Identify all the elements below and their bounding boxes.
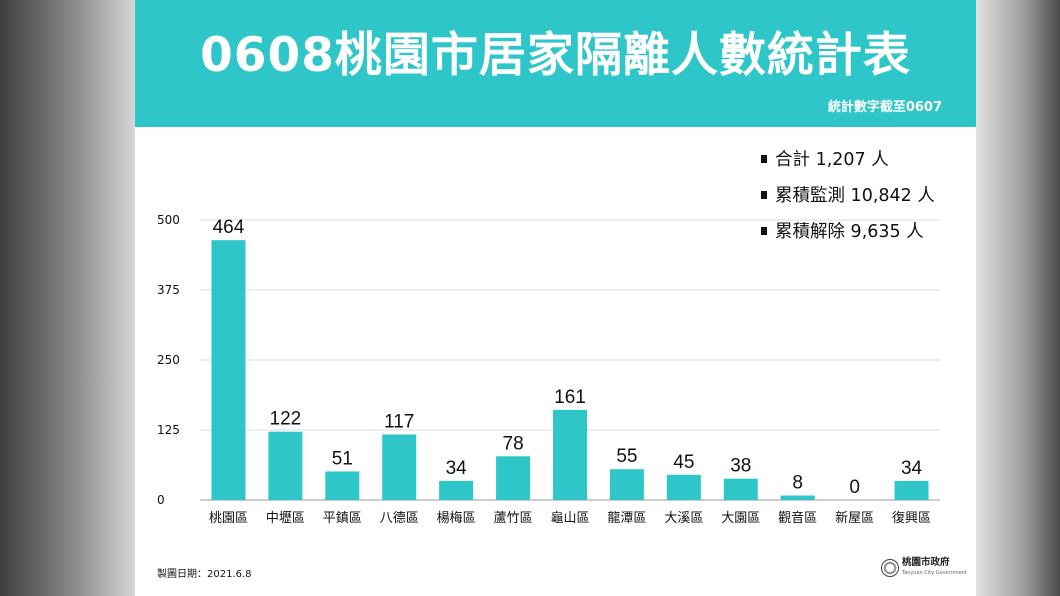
data-label: 55 (616, 446, 637, 467)
bar (268, 431, 303, 500)
x-tick-label: 龍潭區 (607, 510, 646, 526)
summary-total: 合計 1,207 人 (761, 146, 935, 182)
bar (894, 480, 929, 500)
data-label: 8 (792, 473, 803, 494)
x-tick-label: 中壢區 (266, 511, 305, 526)
bar-chart: 0 125 250 375 500 464 桃園區 122 中壢區 51 平鎮區 117 八德區 34 楊梅… (157, 213, 940, 526)
x-tick-label: 大溪區 (664, 511, 703, 526)
data-label: 161 (554, 387, 586, 408)
left-frame (0, 0, 135, 596)
bar (496, 456, 531, 500)
bar (439, 480, 474, 500)
bar (553, 409, 587, 500)
logo-english: Taoyuan City Government (902, 570, 967, 576)
data-label: 34 (901, 458, 923, 479)
data-label: 51 (332, 448, 353, 469)
data-label: 34 (446, 458, 468, 479)
x-tick-label: 平鎮區 (323, 510, 362, 526)
square-bullet-icon (761, 155, 767, 163)
y-tick-label: 500 (157, 213, 180, 227)
summary-released: 累積解除 9,635 人 (761, 218, 935, 254)
x-tick-label: 觀音區 (778, 510, 817, 526)
summary-stats: 合計 1,207 人 累積監測 10,842 人 累積解除 9,635 人 (761, 146, 935, 254)
summary-total-text: 合計 1,207 人 (775, 150, 889, 170)
bar (723, 478, 758, 500)
data-label: 38 (730, 456, 751, 477)
city-logo: 桃園市政府 Taoyuan City Government (881, 558, 967, 578)
right-frame (976, 0, 1060, 596)
x-tick-label: 大園區 (721, 511, 760, 526)
slide: 0608桃園市居家隔離人數統計表 統計數字截至0607 合計 1,207 人 累… (135, 0, 976, 596)
square-bullet-icon (761, 227, 767, 235)
summary-monitored: 累積監測 10,842 人 (761, 182, 935, 218)
summary-released-text: 累積解除 9,635 人 (775, 222, 924, 242)
y-tick-label: 0 (157, 493, 165, 507)
bar (780, 495, 815, 500)
bar (609, 469, 644, 500)
page-title: 0608桃園市居家隔離人數統計表 (200, 28, 911, 83)
data-label: 122 (270, 409, 302, 430)
data-label: 45 (673, 452, 694, 473)
data-cutoff-note: 統計數字截至0607 (827, 100, 942, 115)
x-tick-label: 八德區 (380, 511, 419, 526)
bar (666, 474, 701, 500)
bar (382, 434, 417, 500)
y-tick-label: 250 (157, 353, 180, 367)
x-tick-label: 龜山區 (550, 511, 589, 526)
square-bullet-icon (761, 191, 767, 199)
x-tick-label: 桃園區 (209, 511, 248, 526)
bar (211, 240, 246, 500)
data-label: 464 (213, 217, 245, 238)
data-label: 0 (849, 477, 860, 498)
y-tick-label: 125 (157, 423, 180, 437)
data-label: 117 (384, 411, 414, 432)
x-tick-label: 蘆竹區 (494, 511, 533, 526)
chart-date: 製圖日期：2021.6.8 (157, 569, 252, 580)
x-tick-label: 新屋區 (835, 510, 874, 526)
summary-monitored-text: 累積監測 10,842 人 (775, 186, 935, 206)
y-tick-label: 375 (157, 283, 180, 297)
x-tick-label: 楊梅區 (437, 510, 476, 526)
x-tick-label: 復興區 (892, 510, 931, 526)
logo-name: 桃園市政府 (902, 557, 950, 568)
header-banner: 0608桃園市居家隔離人數統計表 統計數字截至0607 (135, 0, 976, 127)
data-label: 78 (503, 433, 524, 454)
bar (325, 471, 360, 500)
city-emblem-icon (881, 559, 899, 577)
